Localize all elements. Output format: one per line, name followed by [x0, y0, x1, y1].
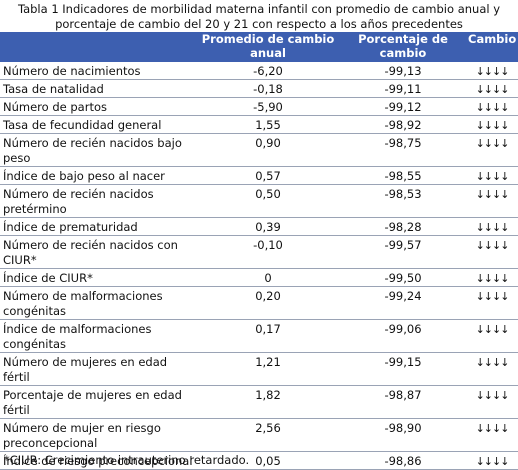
table-row: Número de malformaciones congénitas 0,20… [0, 286, 518, 320]
down-arrows-icon: ↓↓↓↓ [466, 319, 518, 353]
indicator-label: Número de malformaciones congénitas [0, 286, 196, 320]
table-row: Número de partos -5,90 -99,12 ↓↓↓↓ [0, 97, 518, 116]
indicator-label: Número de mujer en riesgo preconcepciona… [0, 418, 196, 452]
indicator-label: Número de mujeres en edad fértil [0, 352, 196, 386]
table-row: Número de recién nacidos bajo peso 0,90 … [0, 133, 518, 167]
percent-change-value: -99,12 [340, 97, 466, 116]
average-change-value: 0 [196, 268, 340, 287]
average-change-value: -6,20 [196, 62, 340, 80]
percent-change-value: -99,15 [340, 352, 466, 386]
indicator-label: Tasa de fecundidad general [0, 115, 196, 134]
down-arrows-icon: ↓↓↓↓ [466, 62, 518, 80]
table-row: Número de recién nacidos con CIUR* -0,10… [0, 235, 518, 269]
average-change-value: 2,56 [196, 418, 340, 452]
indicator-label: Número de recién nacidos bajo peso [0, 133, 196, 167]
percent-change-value: -99,06 [340, 319, 466, 353]
average-change-value: 0,20 [196, 286, 340, 320]
down-arrows-icon: ↓↓↓↓ [466, 79, 518, 98]
down-arrows-icon: ↓↓↓↓ [466, 166, 518, 185]
average-change-value: 0,17 [196, 319, 340, 353]
indicator-label: Número de recién nacidos con CIUR* [0, 235, 196, 269]
percent-change-value: -98,92 [340, 115, 466, 134]
down-arrows-icon: ↓↓↓↓ [466, 418, 518, 452]
table-row: Número de mujer en riesgo preconcepciona… [0, 418, 518, 452]
indicator-label: Índice de prematuridad [0, 217, 196, 236]
indicator-label: Índice de riesgo preconcepcional [0, 451, 196, 470]
indicator-label: Número de nacimientos [0, 62, 196, 80]
table-row: Número de recién nacidos pretérmino 0,50… [0, 184, 518, 218]
table-caption: Tabla 1 Indicadores de morbilidad matern… [17, 2, 501, 31]
percent-change-value: -99,50 [340, 268, 466, 287]
average-change-value: 0,50 [196, 184, 340, 218]
down-arrows-icon: ↓↓↓↓ [466, 286, 518, 320]
header-percent-change: Porcentaje de cambio [340, 32, 466, 62]
table-row: Tasa de natalidad -0,18 -99,11 ↓↓↓↓ [0, 79, 518, 98]
header-indicator [0, 32, 196, 62]
header-average-change: Promedio de cambio anual [196, 32, 340, 62]
percent-change-value: -98,90 [340, 418, 466, 452]
down-arrows-icon: ↓↓↓↓ [466, 352, 518, 386]
table-footnote: *CIUR: Crecimiento intrauterino retardad… [4, 453, 250, 467]
down-arrows-icon: ↓↓↓↓ [466, 115, 518, 134]
average-change-value: -5,90 [196, 97, 340, 116]
indicator-label: Porcentaje de mujeres en edad fértil [0, 385, 196, 419]
percent-change-value: -99,11 [340, 79, 466, 98]
percent-change-value: -98,28 [340, 217, 466, 236]
table-row: Tasa de fecundidad general 1,55 -98,92 ↓… [0, 115, 518, 134]
table-header-row: Promedio de cambio anual Porcentaje de c… [0, 32, 518, 62]
percent-change-value: -98,53 [340, 184, 466, 218]
morbidity-table: Promedio de cambio anual Porcentaje de c… [0, 32, 518, 470]
indicator-label: Índice de malformaciones congénitas [0, 319, 196, 353]
down-arrows-icon: ↓↓↓↓ [466, 268, 518, 287]
average-change-value: 0,90 [196, 133, 340, 167]
indicator-label: Número de recién nacidos pretérmino [0, 184, 196, 218]
indicator-label: Índice de CIUR* [0, 268, 196, 287]
down-arrows-icon: ↓↓↓↓ [466, 451, 518, 470]
table-row: Porcentaje de mujeres en edad fértil 1,8… [0, 385, 518, 419]
percent-change-value: -99,13 [340, 62, 466, 80]
table-row: Índice de CIUR* 0 -99,50 ↓↓↓↓ [0, 268, 518, 287]
down-arrows-icon: ↓↓↓↓ [466, 184, 518, 218]
percent-change-value: -98,55 [340, 166, 466, 185]
percent-change-value: -99,57 [340, 235, 466, 269]
average-change-value: 0,57 [196, 166, 340, 185]
header-change: Cambio [466, 32, 518, 62]
average-change-value: -0,10 [196, 235, 340, 269]
table-row: Número de mujeres en edad fértil 1,21 -9… [0, 352, 518, 386]
average-change-value: -0,18 [196, 79, 340, 98]
average-change-value: 1,21 [196, 352, 340, 386]
average-change-value: 0,39 [196, 217, 340, 236]
down-arrows-icon: ↓↓↓↓ [466, 385, 518, 419]
table-row: Número de nacimientos -6,20 -99,13 ↓↓↓↓ [0, 62, 518, 80]
average-change-value: 1,55 [196, 115, 340, 134]
table-row: Índice de malformaciones congénitas 0,17… [0, 319, 518, 353]
down-arrows-icon: ↓↓↓↓ [466, 97, 518, 116]
indicator-label: Índice de bajo peso al nacer [0, 166, 196, 185]
percent-change-value: -98,87 [340, 385, 466, 419]
down-arrows-icon: ↓↓↓↓ [466, 235, 518, 269]
table-row: Índice de prematuridad 0,39 -98,28 ↓↓↓↓ [0, 217, 518, 236]
percent-change-value: -99,24 [340, 286, 466, 320]
percent-change-value: -98,75 [340, 133, 466, 167]
down-arrows-icon: ↓↓↓↓ [466, 217, 518, 236]
table-row: Índice de bajo peso al nacer 0,57 -98,55… [0, 166, 518, 185]
down-arrows-icon: ↓↓↓↓ [466, 133, 518, 167]
percent-change-value: -98,86 [340, 451, 466, 470]
average-change-value: 1,82 [196, 385, 340, 419]
indicator-label: Número de partos [0, 97, 196, 116]
indicator-label: Tasa de natalidad [0, 79, 196, 98]
